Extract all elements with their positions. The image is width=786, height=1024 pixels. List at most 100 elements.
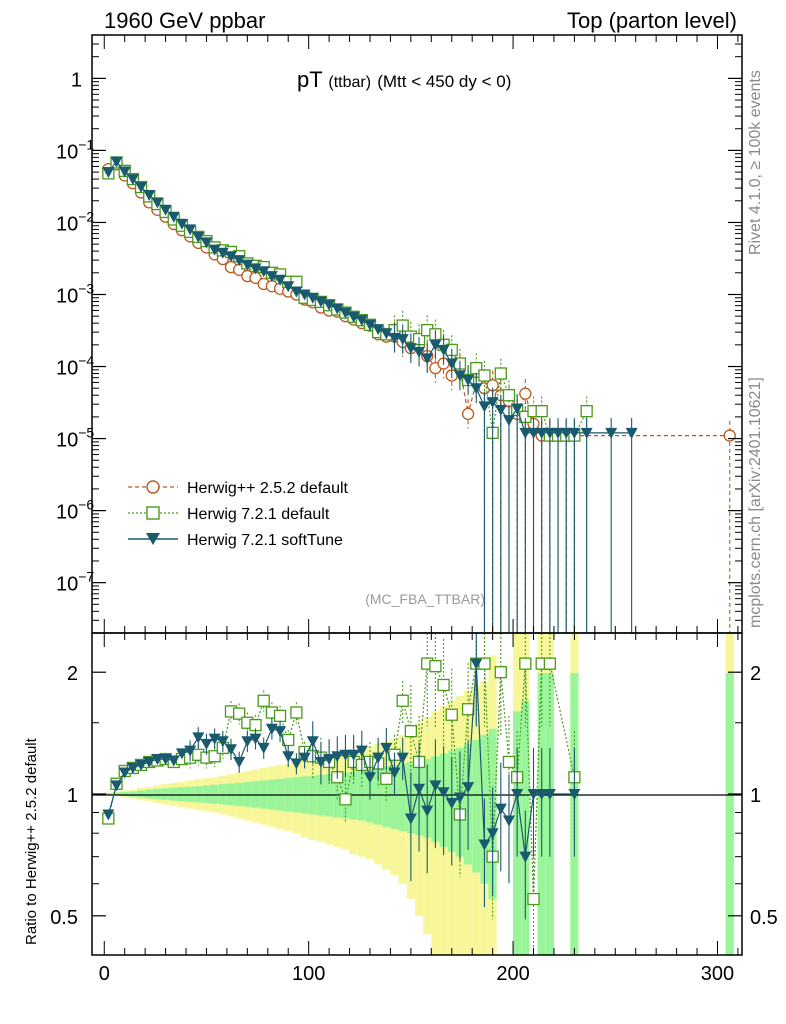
header-right: Top (parton level) xyxy=(567,8,737,33)
ratio-point-herwig7-default xyxy=(519,657,532,670)
data-point-herwig7-softtune xyxy=(241,259,254,271)
ratio-point-herwig7-softtune xyxy=(323,754,336,766)
data-point-herwig7-softtune xyxy=(265,271,278,283)
ratio-point-herwig7-softtune xyxy=(478,839,491,851)
ratio-y-axis-label: Ratio to Herwig++ 2.5.2 default xyxy=(23,737,40,945)
band-inner-bin xyxy=(112,792,121,796)
data-point-herwig7-softtune xyxy=(257,266,270,278)
ratio-series-layer xyxy=(102,633,581,955)
data-point-herwig7-softtune xyxy=(224,251,237,263)
data-point-herwig7-softtune xyxy=(126,174,139,186)
data-point-herwig7-softtune xyxy=(208,244,221,256)
ratio-point-herwig7-default xyxy=(527,892,540,906)
data-point-herwigpp xyxy=(723,429,736,442)
ratio-point-herwig7-softtune xyxy=(568,789,581,800)
data-point-herwig7-softtune xyxy=(568,427,581,439)
y-tick-exponent: −7 xyxy=(78,569,94,585)
data-point-herwig7-softtune xyxy=(118,166,131,178)
ratio-point-herwig7-softtune xyxy=(274,726,287,738)
legend-entry-herwigpp: Herwig++ 2.5.2 default xyxy=(128,480,349,497)
ratio-point-herwig7-softtune xyxy=(282,751,295,763)
ratio-point-herwig7-softtune xyxy=(298,752,311,764)
main-series-layer xyxy=(102,156,736,633)
data-point-herwig7-softtune xyxy=(110,156,123,168)
ratio-point-herwig7-default xyxy=(461,703,475,716)
data-point-herwig7-softtune xyxy=(535,427,548,439)
data-point-herwig7-softtune xyxy=(249,263,262,275)
data-point-herwig7-softtune xyxy=(396,334,409,346)
data-point-herwig7-softtune xyxy=(527,427,540,439)
data-point-herwig7-softtune xyxy=(175,218,188,230)
data-point-herwig7-softtune xyxy=(290,286,303,298)
ratio-point-herwig7-softtune xyxy=(135,759,148,771)
band-inner-bin xyxy=(177,787,187,802)
ratio-point-herwig7-softtune xyxy=(200,738,213,750)
header-left: 1960 GeV ppbar xyxy=(104,8,265,33)
data-point-herwig7-softtune xyxy=(380,328,393,340)
legend-entry-herwig7-softtune: Herwig 7.2.1 softTune xyxy=(128,532,343,549)
data-point-herwig7-softtune xyxy=(404,343,417,355)
data-point-herwig7-default xyxy=(502,389,516,402)
band-inner-bin xyxy=(128,791,137,797)
band-inner-bin xyxy=(210,784,219,804)
data-point-herwig7-softtune xyxy=(511,403,524,415)
data-point-herwig7-softtune xyxy=(135,182,148,194)
ratio-point-herwig7-softtune xyxy=(102,809,115,821)
ratio-point-herwig7-default xyxy=(445,708,458,721)
band-inner-bin xyxy=(153,788,162,800)
ratio-point-herwig7-default xyxy=(290,706,303,719)
ratio-point-herwig7-softtune xyxy=(380,742,393,754)
x-tick-label: 100 xyxy=(292,963,325,985)
data-point-herwig7-softtune xyxy=(560,427,573,439)
ratio-point-herwig7-default xyxy=(257,694,270,707)
data-point-herwig7-softtune xyxy=(347,311,360,323)
ratio-point-herwig7-softtune xyxy=(535,789,548,800)
ratio-point-herwig7-default xyxy=(429,660,442,673)
ratio-point-herwig7-default xyxy=(437,678,450,692)
data-point-herwig7-default xyxy=(580,405,593,418)
data-point-herwig7-softtune xyxy=(282,281,295,293)
data-point-herwig7-softtune xyxy=(314,296,327,308)
y-tick-exponent: −2 xyxy=(78,208,94,224)
plot-title-sub: (ttbar) xyxy=(328,74,371,91)
ratio-point-herwig7-softtune xyxy=(413,783,426,795)
band-inner-bin xyxy=(104,792,113,796)
ratio-point-herwig7-softtune xyxy=(429,780,442,792)
ratio-point-herwig7-softtune xyxy=(421,805,434,817)
ratio-point-herwig7-softtune xyxy=(511,789,524,800)
ratio-point-herwig7-default xyxy=(396,694,409,707)
legend-marker-herwig7-default xyxy=(146,506,160,520)
data-point-herwig7-softtune xyxy=(306,292,319,304)
data-point-herwig7-softtune xyxy=(192,231,205,243)
ratio-point-herwig7-softtune xyxy=(306,736,319,748)
ratio-y-tick-label: 0.5 xyxy=(50,907,78,929)
data-point-herwigpp xyxy=(461,407,475,421)
analysis-watermark: (MC_FBA_TTBAR) xyxy=(365,591,485,607)
ratio-y-tick-label: 1 xyxy=(67,785,78,807)
ratio-point-herwig7-softtune xyxy=(543,789,556,800)
series-line-herwig7-softtune xyxy=(107,160,632,434)
y-tick-label: 10−6 xyxy=(56,497,94,524)
data-point-herwig7-softtune xyxy=(470,383,483,395)
ratio-point-herwig7-softtune xyxy=(363,772,376,784)
band-inner-bin xyxy=(169,787,178,801)
band-inner-bin xyxy=(357,770,366,821)
band-inner-bin xyxy=(398,763,407,832)
data-point-herwig7-softtune xyxy=(143,190,156,202)
ratio-point-herwig7-default xyxy=(339,793,352,806)
ratio-point-herwig7-softtune xyxy=(118,767,131,779)
data-point-herwig7-softtune xyxy=(151,197,164,209)
ratio-point-herwig7-softtune xyxy=(347,749,360,761)
ratio-point-herwig7-default xyxy=(502,755,516,769)
ratio-point-herwig7-default xyxy=(380,772,393,786)
ratio-point-herwig7-softtune xyxy=(494,803,507,815)
band-inner-bin xyxy=(136,790,146,798)
plot-title-main: pT xyxy=(297,67,322,92)
data-point-herwig7-softtune xyxy=(167,211,180,223)
data-point-herwig7-softtune xyxy=(494,404,507,416)
y-tick-label: 10−1 xyxy=(56,136,94,163)
y-tick-label: 10−2 xyxy=(56,208,94,235)
data-point-herwig7-softtune xyxy=(445,358,458,370)
ratio-point-herwig7-softtune xyxy=(249,733,262,745)
ratio-point-herwig7-softtune xyxy=(486,828,499,840)
